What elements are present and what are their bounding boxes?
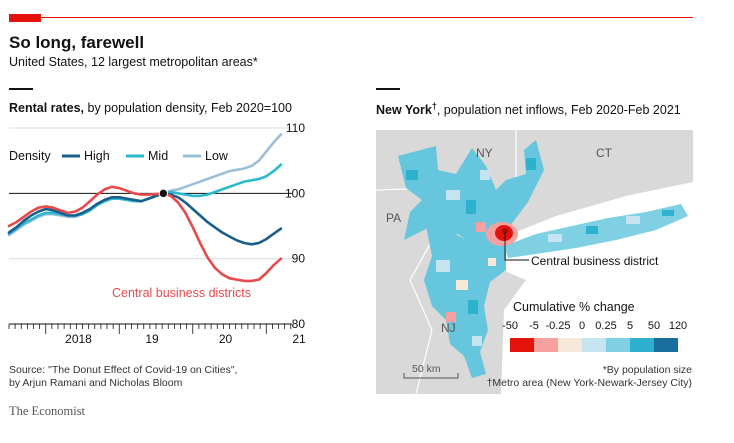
map-legend-swatch (510, 338, 534, 352)
x-tick-label-2018: 2018 (65, 332, 92, 346)
right-panel-heading: New York†, population net inflows, Feb 2… (376, 101, 681, 117)
map-legend-swatch (582, 338, 606, 352)
map-legend-swatch (558, 338, 582, 352)
legend-label-low: Low (205, 149, 229, 163)
map-legend-tick-label: -5 (529, 320, 539, 332)
top-rule (41, 17, 693, 18)
map-label-ny: NY (476, 146, 493, 160)
footnote-population: *By population size (602, 364, 692, 376)
map-scale-label: 50 km (412, 363, 441, 375)
page-title: So long, farewell (9, 33, 145, 52)
footnote-metro: †Metro area (New York-Newark-Jersey City… (486, 377, 692, 389)
map-cbd-leader (504, 232, 529, 261)
map-tract-patches (406, 158, 674, 346)
rental-rates-chart: 80 90 100 110 2018 19 20 21 Central business d… (7, 121, 306, 346)
map-label-nj: NJ (441, 321, 456, 335)
source-line-1: Source: "The Donut Effect of Covid-19 on… (9, 364, 238, 376)
left-panel-heading: Rental rates, by population density, Feb… (9, 101, 292, 115)
brand-red-tag (9, 14, 41, 22)
map-legend: -50 -5 -0.25 0 0.25 5 50 120 (498, 318, 694, 362)
map-legend-tick-label: 0 (578, 320, 586, 332)
series-line-high (7, 192, 283, 246)
map-border-pa-nj (409, 229, 439, 394)
legend-label-high: High (84, 149, 110, 163)
source-note: Source: "The Donut Effect of Covid-19 on… (9, 364, 309, 390)
y-tick-label-100: 100 (285, 186, 305, 200)
left-panel-heading-bold: Rental rates, (9, 101, 85, 115)
map-legend-tick-label: -50 (502, 320, 518, 332)
map-legend-swatch (654, 338, 678, 352)
y-tick-label-80: 80 (292, 317, 306, 331)
map-legend-tick-label: 120 (668, 320, 688, 332)
y-tick-label-90: 90 (292, 252, 306, 266)
map-water-ocean (376, 280, 693, 394)
right-panel-heading-rest: , population net inflows, Feb 2020-Feb 2… (436, 103, 681, 118)
legend-title-density: Density (9, 149, 51, 163)
series-line-central-business-districts (7, 185, 283, 283)
map-legend-swatch (630, 338, 654, 352)
economist-logo: The Economist (9, 404, 86, 418)
chart-y-tick-labels: 80 90 100 110 (285, 121, 305, 331)
map-label-cbd: Central business district (531, 254, 659, 268)
map-legend-swatch (534, 338, 558, 352)
right-panel-heading-bold: New York (376, 103, 432, 118)
left-panel-bar (9, 88, 33, 90)
map-legend-tick-label: 5 (626, 320, 634, 332)
page-subtitle: United States, 12 largest metropolitan a… (9, 55, 258, 69)
map-label-ct: CT (596, 146, 612, 160)
chart-x-axis: 2018 19 20 21 (8, 323, 306, 346)
map-legend-tick-label: 50 (647, 320, 661, 332)
x-tick-label-21: 21 (292, 332, 306, 346)
left-panel-heading-rest: by population density, Feb 2020=100 (84, 101, 292, 115)
chart-legend: Density High Mid Low (9, 149, 229, 163)
map-label-pa: PA (386, 211, 402, 225)
map-legend-title: Cumulative % change (513, 300, 635, 314)
legend-label-mid: Mid (148, 149, 168, 163)
chart-series-lines: Central business districts (7, 133, 283, 300)
map-scale-bar (403, 373, 459, 379)
right-panel-bar (376, 88, 400, 90)
map-cbd-hotspot (486, 222, 518, 246)
x-tick-label-20: 20 (219, 332, 233, 346)
map-metro-north (398, 140, 544, 246)
map-legend-tick-label: -0.25 (545, 320, 571, 332)
feb-2020-marker (158, 188, 169, 199)
map-legend-tick-label: 0.25 (595, 320, 617, 332)
x-tick-label-19: 19 (145, 332, 159, 346)
annotation-central-business-districts: Central business districts (112, 286, 251, 300)
map-legend-swatch (606, 338, 630, 352)
source-line-2: by Arjun Ramani and Nicholas Bloom (9, 377, 183, 389)
right-panel-heading-dagger: † (431, 101, 437, 111)
y-tick-label-110: 110 (286, 121, 305, 135)
